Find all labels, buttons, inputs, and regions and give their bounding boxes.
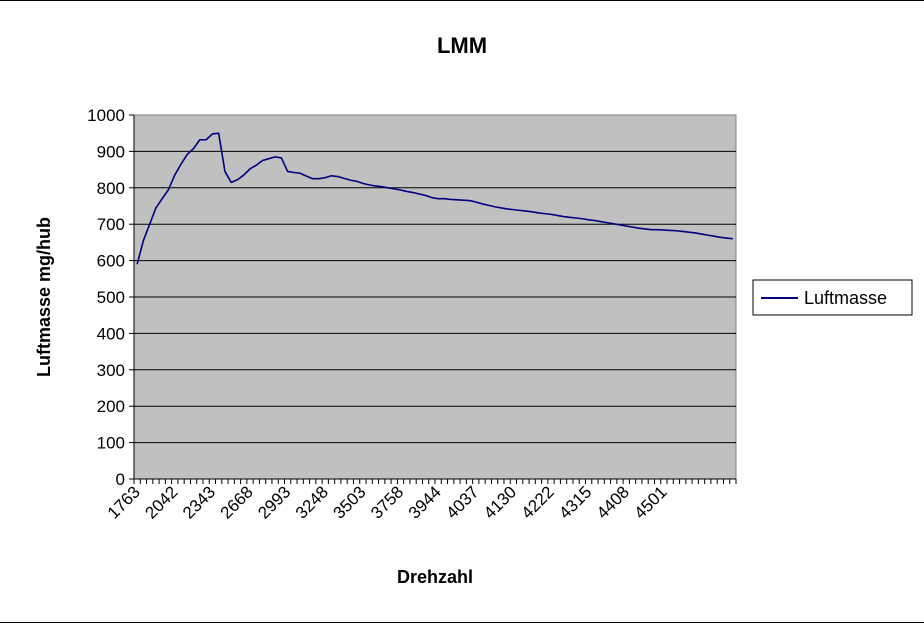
x-tick-label: 2993 [254, 482, 294, 522]
x-tick-label: 4222 [518, 482, 558, 522]
x-tick-label: 4408 [593, 482, 633, 522]
y-tick-label: 700 [97, 215, 125, 234]
y-tick-label: 0 [116, 470, 125, 489]
x-tick-label: 3758 [367, 482, 407, 522]
x-tick-label: 3944 [405, 482, 445, 522]
x-tick-label: 3503 [330, 482, 370, 522]
x-tick-label: 4037 [442, 482, 482, 522]
y-tick-label: 1000 [87, 106, 125, 125]
y-tick-label: 300 [97, 361, 125, 380]
legend-label-luftmasse: Luftmasse [804, 288, 887, 308]
y-tick-label: 400 [97, 324, 125, 343]
gridlines [134, 150, 736, 444]
x-tick-label: 2042 [141, 482, 181, 522]
y-tick-label: 100 [97, 434, 125, 453]
y-tick-label: 800 [97, 179, 125, 198]
legend: Luftmasse [752, 279, 913, 316]
chart-title: LMM [437, 33, 487, 58]
y-tick-label: 600 [97, 252, 125, 271]
x-tick-label: 4315 [555, 482, 595, 522]
x-tick-label: 2343 [179, 482, 219, 522]
y-tick-label: 200 [97, 397, 125, 416]
x-tick-label: 4501 [631, 482, 671, 522]
x-tick-label: 1763 [104, 482, 144, 522]
x-tick-label: 4130 [480, 482, 520, 522]
x-axis-label: Drehzahl [397, 567, 473, 587]
y-tick-label: 500 [97, 288, 125, 307]
x-tick-label: 3248 [292, 482, 332, 522]
y-tick-label: 900 [97, 142, 125, 161]
y-axis-label: Luftmasse mg/hub [34, 217, 54, 377]
series-line-luftmasse [136, 132, 733, 265]
series-layer [136, 132, 733, 265]
x-tick-label: 2668 [217, 482, 257, 522]
